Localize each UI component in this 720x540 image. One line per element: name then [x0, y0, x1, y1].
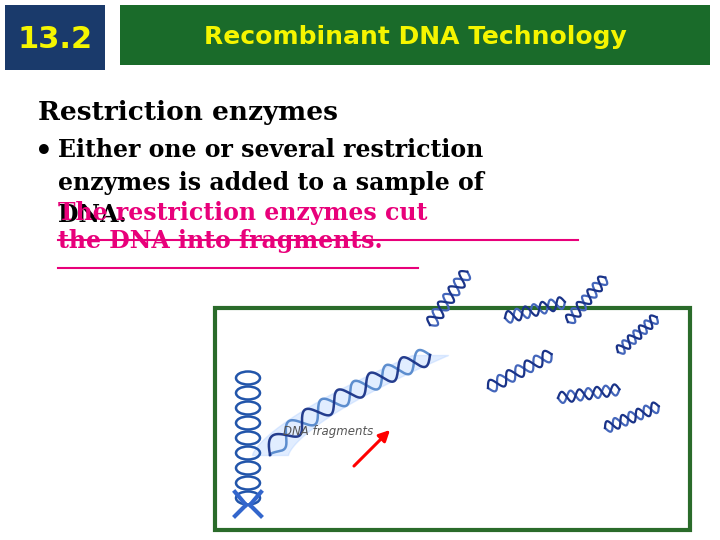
Text: Restriction enzymes: Restriction enzymes [38, 100, 338, 125]
FancyBboxPatch shape [5, 5, 105, 70]
Text: Either one or several restriction
enzymes is added to a sample of
DNA.: Either one or several restriction enzyme… [58, 138, 484, 227]
Text: 13.2: 13.2 [17, 25, 93, 55]
Text: Recombinant DNA Technology: Recombinant DNA Technology [204, 25, 626, 49]
Text: the DNA into fragments.: the DNA into fragments. [58, 229, 382, 253]
Bar [215, 308, 690, 530]
Text: •: • [35, 138, 53, 166]
Text: The restriction enzymes cut: The restriction enzymes cut [58, 201, 428, 225]
Text: DNA fragments: DNA fragments [283, 426, 373, 438]
FancyBboxPatch shape [120, 5, 710, 65]
